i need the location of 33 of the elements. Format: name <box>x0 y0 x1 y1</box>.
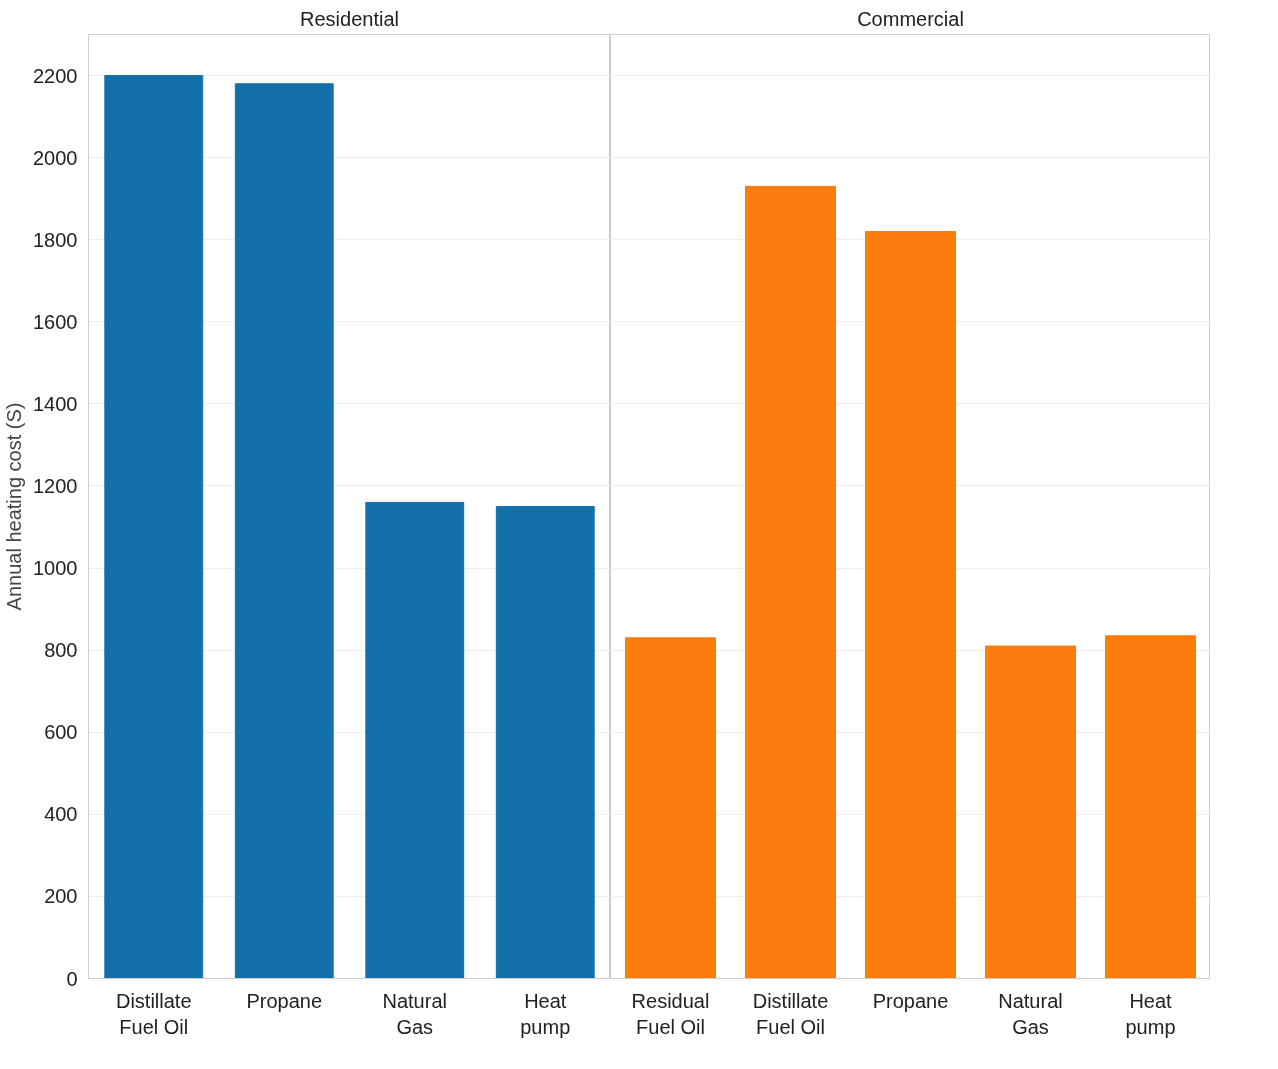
y-tick-label: 2000 <box>33 146 78 169</box>
bar <box>985 645 1076 979</box>
bar <box>625 637 716 979</box>
y-tick-label: 200 <box>44 885 78 908</box>
x-tick-label: Propane <box>246 989 323 1012</box>
y-tick-label: 1200 <box>33 474 78 497</box>
x-tick-label: Propane <box>872 989 949 1012</box>
y-tick-label: 1800 <box>33 228 78 251</box>
y-tick-label: 0 <box>66 967 78 990</box>
x-tick-label: Heat pump <box>520 989 571 1038</box>
bar <box>495 506 595 979</box>
x-tick-label: Natural Gas <box>998 989 1063 1038</box>
x-tick-label: Heat pump <box>1125 989 1176 1038</box>
bar <box>745 185 836 979</box>
y-tick-label: 600 <box>44 721 78 744</box>
bar <box>104 75 204 979</box>
chart-title: Commercial <box>857 7 964 30</box>
x-tick-label: Distillate Fuel Oil <box>115 989 192 1038</box>
chart-title: Residential <box>300 7 399 30</box>
y-tick-label: 1000 <box>33 557 78 580</box>
x-tick-label: Residual Fuel Oil <box>631 989 710 1038</box>
y-axis-title: Annual heating cost (S) <box>3 402 26 611</box>
bar <box>1105 635 1196 979</box>
x-tick-label: Distillate Fuel Oil <box>752 989 829 1038</box>
y-tick-label: 1600 <box>33 310 78 333</box>
y-tick-label: 1400 <box>33 392 78 415</box>
bar <box>365 501 465 979</box>
bar <box>234 83 334 979</box>
y-tick-label: 400 <box>44 803 78 826</box>
y-tick-label: 2200 <box>33 64 78 87</box>
bar <box>865 231 956 979</box>
y-tick-label: 800 <box>44 639 78 662</box>
x-tick-label: Natural Gas <box>382 989 447 1038</box>
